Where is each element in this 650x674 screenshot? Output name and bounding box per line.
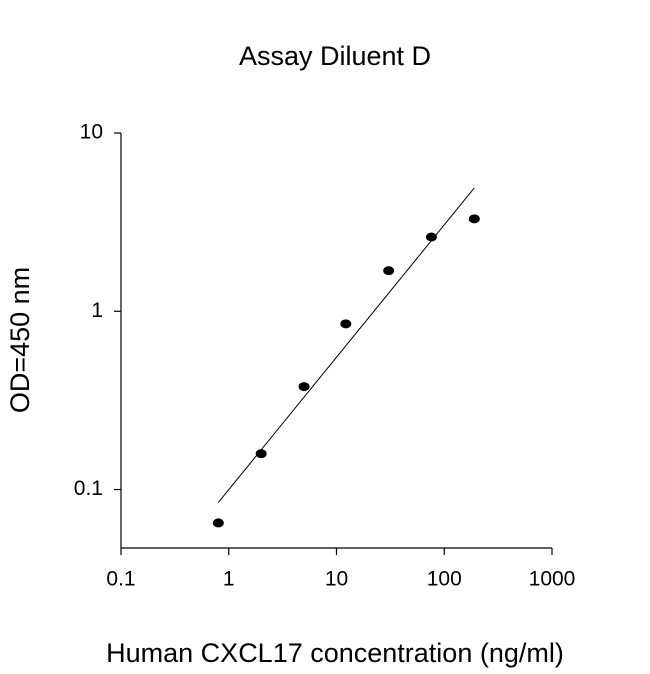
data-point [298, 382, 310, 392]
data-point [468, 214, 480, 224]
chart-title: Assay Diluent D [239, 41, 431, 71]
x-tick-label: 0.1 [106, 568, 135, 591]
data-point [340, 319, 352, 329]
data-point [425, 232, 437, 242]
data-point [255, 449, 267, 459]
y-tick-label: 0.1 [74, 477, 103, 500]
x-axis-label: Human CXCL17 concentration (ng/ml) [106, 638, 564, 668]
data-point [383, 266, 395, 276]
y-tick-label: 10 [80, 121, 103, 144]
x-tick-label: 10 [325, 568, 348, 591]
x-tick-label: 100 [427, 568, 462, 591]
x-tick-label: 1000 [529, 568, 576, 591]
data-point [212, 518, 224, 528]
y-tick-label: 1 [91, 299, 103, 322]
y-axis-label: OD=450 nm [5, 267, 35, 413]
x-tick-label: 1 [223, 568, 235, 591]
